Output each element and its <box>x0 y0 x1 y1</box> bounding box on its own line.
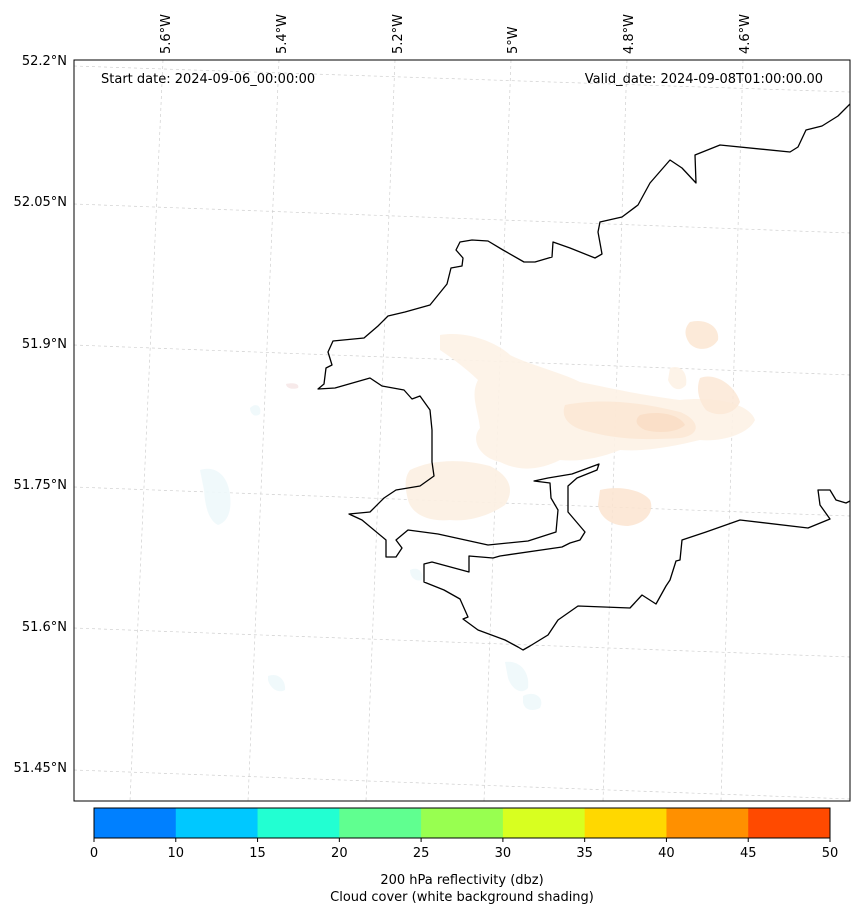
cloud-shade-north <box>685 320 719 349</box>
cloud-shade-blue-6 <box>410 568 423 581</box>
cloud-shade-east <box>598 488 652 526</box>
lon-label: 5°W <box>506 26 521 54</box>
lon-label: 5.6°W <box>159 14 174 54</box>
coastline-main <box>317 103 850 651</box>
colorbar-frame <box>93 807 831 839</box>
lat-label: 52.2°N <box>22 54 67 69</box>
lon-label: 5.4°W <box>275 14 290 54</box>
lat-labels: 52.2°N 52.05°N 51.9°N 51.75°N 51.6°N 51.… <box>14 54 67 776</box>
coastline <box>317 103 850 651</box>
colorbar-tick-label: 25 <box>413 846 430 861</box>
cloud-shade-blue-2 <box>505 661 529 692</box>
lon-label: 4.8°W <box>622 14 637 54</box>
colorbar-segment <box>748 808 831 838</box>
colorbar-segment <box>502 808 586 838</box>
colorbar-tick-label: 30 <box>495 846 512 861</box>
colorbar-segment <box>421 808 504 838</box>
colorbar-tick-label: 40 <box>658 846 675 861</box>
colorbar-tick-label: 15 <box>249 846 266 861</box>
cloud-shade-west <box>405 461 510 521</box>
cloud-shade-blue-5 <box>250 405 261 416</box>
meridian-5.6w <box>129 60 164 801</box>
map-area <box>74 60 850 801</box>
colorbar-segment <box>175 808 259 838</box>
colorbar-tick-label: 0 <box>90 846 98 861</box>
colorbar-segment <box>94 808 177 838</box>
colorbar: 0 10 15 20 25 30 35 40 45 50 <box>90 807 839 861</box>
cloud-shade-small <box>668 366 687 390</box>
lat-label: 51.45°N <box>14 761 67 776</box>
colorbar-tick-label: 35 <box>576 846 593 861</box>
start-date-text: Start date: 2024-09-06_00:00:00 <box>101 72 315 87</box>
lon-label: 4.6°W <box>738 14 753 54</box>
lat-label: 51.75°N <box>14 478 67 493</box>
colorbar-tick-label: 45 <box>740 846 757 861</box>
colorbar-segment <box>584 808 667 838</box>
cloud-shade-blue-3 <box>523 693 542 710</box>
valid-date-text: Valid_date: 2024-09-08T01:00:00.00 <box>585 72 823 87</box>
cloud-shade-ne <box>698 376 740 415</box>
cloud-shade-peak <box>636 413 685 433</box>
lat-label: 52.05°N <box>14 195 67 210</box>
colorbar-tick-label: 50 <box>822 846 839 861</box>
lat-label: 51.6°N <box>22 620 67 635</box>
colorbar-label-line1: 200 hPa reflectivity (dbz) <box>380 873 543 888</box>
colorbar-tick-label: 20 <box>331 846 348 861</box>
cloud-shade-blue-1 <box>200 468 231 525</box>
map-frame <box>73 59 851 802</box>
lat-label: 51.9°N <box>22 337 67 352</box>
lon-labels: 5.6°W 5.4°W 5.2°W 5°W 4.8°W 4.6°W <box>159 14 753 54</box>
colorbar-segment <box>339 808 422 838</box>
colorbar-segment <box>257 808 340 838</box>
colorbar-tick-label: 10 <box>168 846 185 861</box>
colorbar-segment <box>666 808 749 838</box>
gridlines <box>74 60 850 801</box>
meridian-5.4w <box>247 60 280 801</box>
cloud-shade-blue-4 <box>268 674 286 692</box>
cloud-shade-pink <box>286 383 299 389</box>
colorbar-label-line2: Cloud cover (white background shading) <box>330 890 594 905</box>
lon-label: 5.2°W <box>391 14 406 54</box>
reflectivity-shading <box>200 320 755 710</box>
